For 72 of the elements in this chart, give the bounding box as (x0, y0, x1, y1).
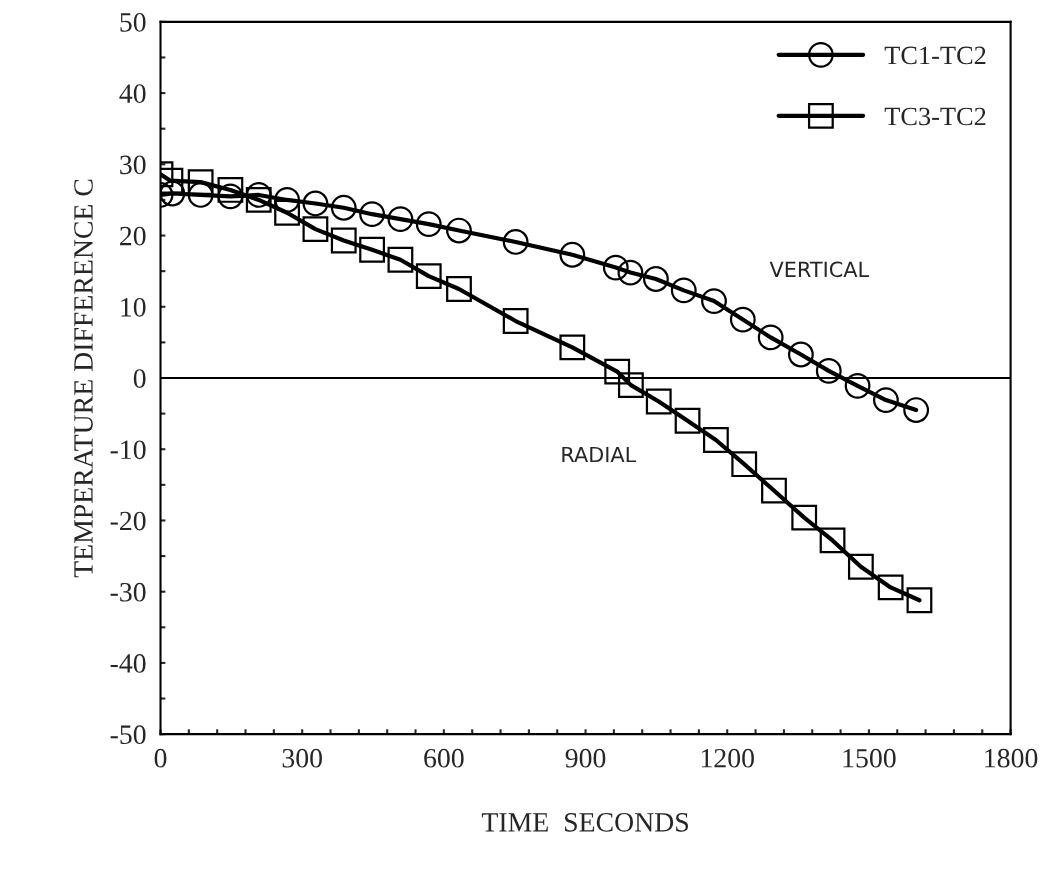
point (415, 211, 442, 238)
x-tick-label: 0 (154, 748, 167, 768)
point (729, 306, 756, 333)
point (446, 276, 472, 302)
point (502, 229, 529, 255)
point (757, 324, 784, 351)
point (330, 194, 357, 221)
y-tick-label: -40 (110, 654, 146, 673)
point (903, 397, 930, 423)
y-tick-label: -10 (110, 440, 146, 460)
y-axis-title: TEMPERATURE DIFFERENCE C (74, 179, 93, 578)
point (877, 574, 904, 601)
point (731, 451, 758, 478)
point (187, 169, 214, 196)
point (559, 241, 586, 268)
y-tick-label: -30 (110, 582, 146, 602)
point (645, 388, 672, 415)
point (245, 187, 272, 213)
annotation: VERTICAL (769, 261, 870, 278)
legend-label: TC1-TC2 (884, 46, 986, 65)
y-tick-label: 0 (133, 369, 146, 388)
point (761, 477, 787, 504)
point (791, 504, 818, 531)
point (702, 427, 729, 453)
point (873, 387, 899, 413)
point (387, 206, 414, 233)
point (415, 263, 442, 290)
y-tick-label: 10 (121, 297, 146, 317)
x-tick-label: 900 (565, 748, 606, 768)
y-tick-label: -20 (110, 511, 146, 531)
point (217, 177, 244, 203)
point (359, 236, 385, 263)
x-tick-label: 600 (424, 748, 464, 768)
point (906, 587, 933, 614)
y-tick-label: 20 (120, 226, 146, 246)
point (245, 182, 272, 208)
x-tick-label: 1200 (701, 748, 754, 768)
point (274, 199, 300, 226)
point (674, 407, 701, 434)
point (359, 201, 385, 228)
point (274, 187, 300, 213)
y-tick-label: 50 (120, 13, 146, 32)
point (617, 372, 644, 399)
x-tick-label: 1500 (843, 748, 896, 768)
y-tick-label: 30 (120, 155, 146, 175)
point (187, 182, 214, 208)
point (670, 277, 697, 304)
point (819, 527, 846, 554)
point (643, 266, 669, 292)
point (502, 308, 529, 334)
point (847, 553, 874, 580)
point (815, 357, 842, 384)
y-tick-label: 40 (119, 84, 146, 103)
point (559, 334, 586, 361)
point (446, 217, 472, 244)
point (617, 259, 644, 286)
point (387, 246, 414, 273)
point (701, 288, 727, 314)
point (602, 254, 629, 281)
x-tick-label: 300 (282, 748, 322, 768)
annotation: RADIAL (562, 446, 637, 463)
y-tick-label: -50 (110, 725, 146, 745)
x-tick-label: 1800 (985, 748, 1038, 768)
point (302, 216, 329, 243)
legend-label: TC3-TC2 (884, 107, 986, 126)
point (844, 372, 871, 399)
point (787, 341, 814, 368)
point (330, 227, 357, 254)
point (302, 190, 329, 217)
x-axis-title: TIME SECONDS (481, 813, 689, 832)
point (217, 183, 244, 210)
point (604, 358, 631, 385)
